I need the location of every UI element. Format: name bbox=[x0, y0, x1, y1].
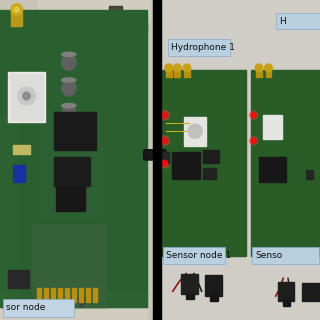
Bar bbox=[278, 282, 294, 301]
Bar bbox=[93, 288, 97, 302]
Text: H: H bbox=[279, 17, 286, 26]
Bar bbox=[251, 70, 320, 256]
Polygon shape bbox=[77, 298, 86, 307]
Circle shape bbox=[160, 136, 170, 146]
Circle shape bbox=[249, 111, 258, 119]
Bar bbox=[51, 288, 55, 302]
Bar bbox=[0, 10, 147, 307]
Bar bbox=[8, 72, 45, 122]
Bar bbox=[38, 115, 102, 218]
Bar bbox=[106, 22, 147, 128]
Bar bbox=[65, 288, 69, 302]
Bar bbox=[283, 299, 290, 306]
Text: Hydrophone 1: Hydrophone 1 bbox=[171, 43, 235, 52]
Bar bbox=[128, 14, 138, 21]
Bar bbox=[54, 112, 96, 150]
Circle shape bbox=[165, 64, 172, 72]
Bar bbox=[109, 6, 122, 14]
Circle shape bbox=[249, 137, 258, 145]
Bar bbox=[161, 0, 320, 320]
Bar bbox=[161, 0, 320, 320]
Bar bbox=[181, 274, 198, 294]
Circle shape bbox=[251, 113, 256, 118]
Circle shape bbox=[173, 64, 181, 72]
Bar bbox=[13, 145, 30, 154]
Bar bbox=[205, 275, 222, 296]
Bar bbox=[184, 117, 206, 146]
Bar bbox=[106, 211, 147, 307]
FancyBboxPatch shape bbox=[144, 150, 166, 160]
Ellipse shape bbox=[62, 54, 76, 70]
Bar bbox=[174, 69, 180, 77]
Text: sor node: sor node bbox=[6, 303, 46, 313]
Bar bbox=[0, 307, 147, 320]
Circle shape bbox=[23, 92, 30, 100]
Bar bbox=[186, 293, 194, 299]
Bar bbox=[172, 152, 200, 179]
Bar bbox=[86, 288, 90, 302]
Bar bbox=[26, 11, 37, 18]
Bar bbox=[306, 170, 313, 179]
Bar bbox=[203, 168, 216, 179]
Bar bbox=[263, 115, 282, 139]
Ellipse shape bbox=[62, 103, 76, 108]
Bar bbox=[302, 283, 320, 301]
FancyBboxPatch shape bbox=[252, 247, 319, 264]
Circle shape bbox=[162, 138, 168, 144]
Circle shape bbox=[160, 158, 170, 168]
Bar bbox=[44, 288, 48, 302]
Circle shape bbox=[162, 112, 168, 118]
Circle shape bbox=[251, 138, 256, 143]
Circle shape bbox=[188, 124, 202, 138]
Circle shape bbox=[162, 160, 168, 166]
Bar bbox=[72, 288, 76, 302]
Bar bbox=[210, 294, 218, 301]
FancyBboxPatch shape bbox=[163, 247, 225, 264]
Bar bbox=[38, 0, 150, 22]
Bar bbox=[153, 0, 161, 320]
Bar bbox=[256, 69, 262, 77]
Bar bbox=[161, 70, 246, 256]
Bar bbox=[161, 152, 169, 163]
Bar bbox=[32, 224, 106, 307]
Text: Senso: Senso bbox=[255, 251, 283, 260]
Bar bbox=[184, 69, 190, 77]
Circle shape bbox=[183, 64, 191, 72]
Bar bbox=[37, 288, 41, 302]
Circle shape bbox=[14, 7, 19, 12]
FancyBboxPatch shape bbox=[3, 299, 74, 317]
Bar bbox=[13, 165, 25, 182]
Bar bbox=[11, 10, 22, 26]
Circle shape bbox=[265, 64, 272, 72]
Circle shape bbox=[18, 87, 36, 105]
Bar bbox=[3, 21, 16, 29]
Bar bbox=[54, 157, 90, 186]
FancyBboxPatch shape bbox=[276, 13, 320, 29]
Ellipse shape bbox=[62, 78, 76, 82]
Bar bbox=[0, 115, 19, 307]
Ellipse shape bbox=[62, 52, 76, 57]
Bar bbox=[141, 24, 147, 32]
Ellipse shape bbox=[62, 80, 76, 96]
Bar bbox=[166, 69, 172, 77]
Circle shape bbox=[11, 4, 22, 15]
Bar bbox=[8, 270, 29, 288]
Text: Sensor node 1: Sensor node 1 bbox=[166, 251, 231, 260]
Bar bbox=[79, 288, 83, 302]
Bar bbox=[259, 157, 286, 182]
Bar bbox=[58, 288, 62, 302]
Bar bbox=[266, 69, 271, 77]
Bar bbox=[19, 115, 106, 307]
Ellipse shape bbox=[62, 106, 76, 122]
Bar bbox=[0, 0, 154, 320]
Bar bbox=[10, 74, 43, 120]
Bar bbox=[203, 150, 219, 163]
Bar bbox=[56, 187, 85, 211]
Circle shape bbox=[160, 110, 170, 120]
Circle shape bbox=[255, 64, 263, 72]
Bar bbox=[112, 32, 120, 38]
FancyBboxPatch shape bbox=[168, 39, 230, 56]
Bar bbox=[0, 291, 147, 307]
